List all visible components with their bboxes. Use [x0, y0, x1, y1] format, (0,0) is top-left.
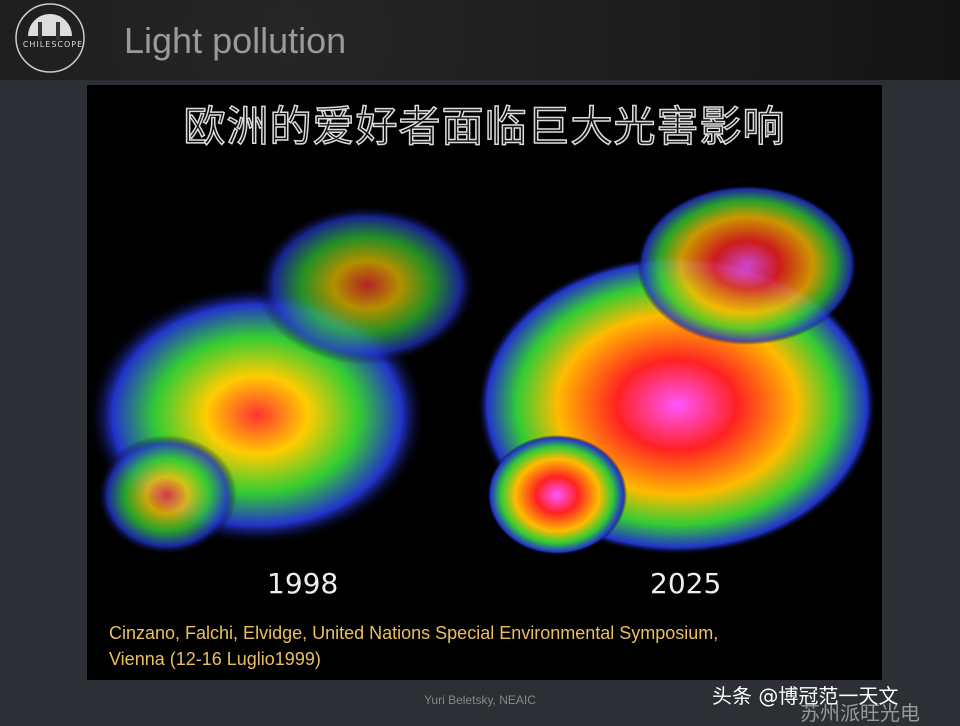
author: Yuri Beletsky, NEAIC — [424, 693, 536, 707]
slide-title: Light pollution — [124, 20, 347, 61]
citation: Vienna (12-16 Luglio1999) — [109, 649, 321, 669]
image-panel: 欧洲的爱好者面临巨大光害影响 1998 2025 Cinzano, Falchi… — [87, 85, 882, 680]
watermark: 苏州派旺光电 — [800, 701, 920, 725]
header: CHILESCOPE Light pollution — [0, 0, 960, 80]
logo — [15, 3, 85, 73]
logo-text: CHILESCOPE — [22, 40, 84, 49]
watermark: 头条 @博冠范一天文 — [712, 684, 899, 708]
heading: 欧洲的爱好者面临巨大光害影响 — [183, 101, 786, 152]
map-label: 1998 — [267, 567, 339, 600]
maps — [87, 185, 877, 555]
citation: Cinzano, Falchi, Elvidge, United Nations… — [109, 623, 719, 643]
map-label: 2025 — [650, 567, 722, 600]
